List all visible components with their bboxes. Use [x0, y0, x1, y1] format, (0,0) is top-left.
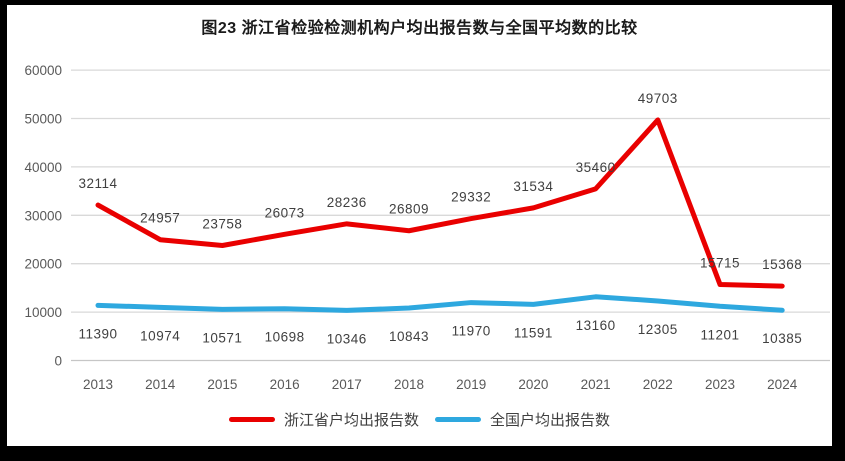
data-label: 35460 [576, 160, 616, 175]
data-label: 29332 [451, 190, 491, 205]
y-axis-tick-label: 40000 [24, 160, 62, 175]
data-label: 32114 [78, 176, 117, 191]
data-label: 23758 [202, 217, 242, 232]
data-label: 11970 [452, 324, 491, 339]
data-label: 49703 [638, 91, 678, 106]
x-axis-tick-label: 2024 [767, 377, 798, 392]
x-axis-tick-label: 2016 [270, 377, 300, 392]
y-axis-tick-label: 50000 [24, 112, 62, 127]
y-axis-tick-label: 60000 [24, 63, 62, 78]
legend-label-zhejiang: 浙江省户均出报告数 [283, 411, 419, 429]
y-axis-tick-label: 0 [54, 354, 62, 369]
plot-area-background [7, 5, 832, 446]
x-axis-tick-label: 2015 [207, 377, 237, 392]
y-axis-tick-label: 30000 [24, 208, 62, 223]
data-label: 13160 [576, 318, 616, 333]
data-label: 26809 [389, 202, 429, 217]
legend-line-swatch-blue [435, 416, 481, 422]
data-label: 24957 [140, 211, 180, 226]
legend-item-national: 全国户均出报告数 [435, 409, 610, 430]
data-label: 31534 [513, 179, 553, 194]
series-line-zhejiang [95, 117, 785, 289]
data-label: 10571 [202, 330, 242, 345]
data-label: 10346 [327, 331, 367, 346]
data-label: 10698 [265, 330, 305, 345]
x-axis-tick-label: 2019 [456, 377, 486, 392]
chart-title: 图23 浙江省检验检测机构户均出报告数与全国平均数的比较 [201, 20, 638, 37]
data-label: 11591 [514, 325, 553, 340]
data-label: 26073 [265, 205, 305, 220]
x-axis-tick-label: 2021 [581, 377, 611, 392]
data-label: 28236 [327, 195, 367, 210]
legend-item-zhejiang: 浙江省户均出报告数 [228, 409, 419, 430]
series-line-national [95, 294, 785, 313]
data-label: 15715 [700, 255, 740, 270]
data-label: 10974 [140, 328, 180, 343]
chart-legend: 浙江省户均出报告数 全国户均出报告数 [7, 408, 832, 430]
x-axis-tick-label: 2014 [145, 377, 176, 392]
y-axis-tick-label: 20000 [24, 257, 62, 272]
x-axis-tick-label: 2013 [83, 377, 113, 392]
x-axis-tick-label: 2018 [394, 377, 424, 392]
y-axis-tick-label: 10000 [24, 305, 62, 320]
data-label: 12305 [638, 322, 678, 337]
legend-line-swatch-red [228, 416, 275, 422]
data-label: 10843 [389, 329, 429, 344]
data-label: 11201 [700, 327, 739, 342]
x-axis-tick-label: 2022 [643, 377, 673, 392]
x-axis-tick-label: 2017 [332, 377, 362, 392]
x-axis-tick-label: 2020 [518, 377, 548, 392]
data-label: 11390 [78, 326, 117, 341]
data-label: 15368 [762, 257, 802, 272]
data-label: 10385 [762, 331, 802, 346]
legend-label-national: 全国户均出报告数 [490, 411, 611, 429]
x-axis-tick-label: 2023 [705, 377, 735, 392]
